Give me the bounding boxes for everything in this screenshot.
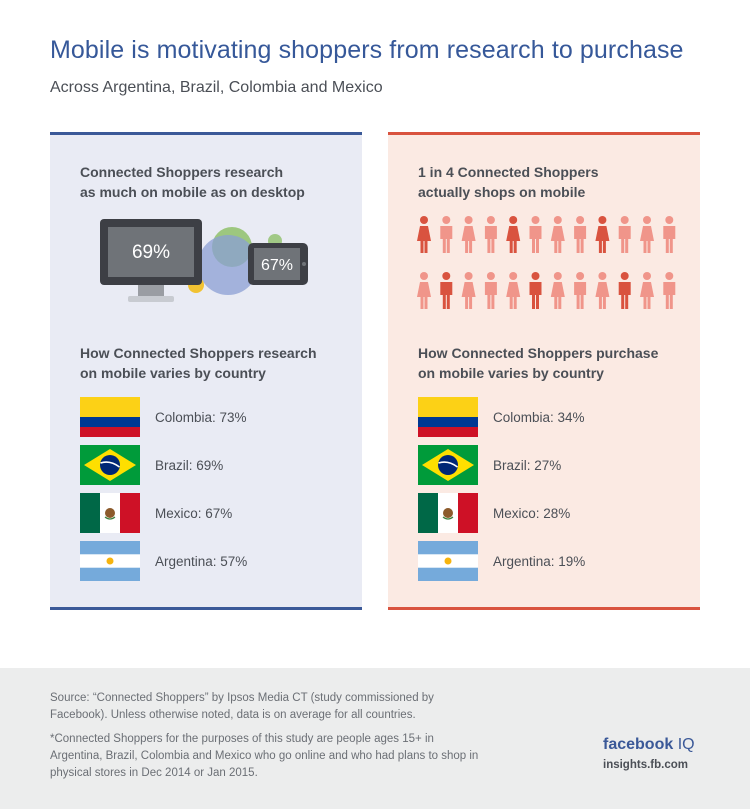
country-row-colombia: Colombia: 34% xyxy=(418,393,585,441)
mobile-phone-icon: 67% xyxy=(248,243,308,285)
person-female-icon xyxy=(595,216,610,253)
person-male-icon xyxy=(663,216,676,253)
person-female-icon xyxy=(461,216,476,253)
person-male-icon xyxy=(663,272,676,309)
country-label: Brazil: 69% xyxy=(155,457,224,473)
mexico-flag-icon xyxy=(80,493,140,533)
page-subtitle: Across Argentina, Brazil, Colombia and M… xyxy=(50,79,383,96)
person-male-icon xyxy=(484,216,497,253)
person-male-icon xyxy=(529,272,542,309)
person-female-icon xyxy=(550,272,565,309)
person-female-icon xyxy=(461,272,476,309)
person-female-icon xyxy=(506,272,521,309)
argentina-flag-icon xyxy=(418,541,478,581)
person-male-icon xyxy=(484,272,497,309)
person-female-icon xyxy=(640,216,654,253)
person-male-icon xyxy=(574,272,587,309)
person-male-icon xyxy=(440,272,453,309)
purchase-panel: 1 in 4 Connected Shoppers actually shops… xyxy=(388,132,700,610)
research-heading: Connected Shoppers research as much on m… xyxy=(80,164,305,200)
person-male-icon xyxy=(529,216,542,253)
mobile-stat: 67% xyxy=(261,257,293,274)
research-subheading: How Connected Shoppers research on mobil… xyxy=(80,345,317,381)
research-panel: Connected Shoppers research as much on m… xyxy=(50,132,362,610)
person-male-icon xyxy=(618,272,631,309)
country-row-brazil: Brazil: 27% xyxy=(418,441,585,489)
person-female-icon xyxy=(506,216,521,253)
purchase-subheading: How Connected Shoppers purchase on mobil… xyxy=(418,345,659,381)
purchase-heading: 1 in 4 Connected Shoppers actually shops… xyxy=(418,164,599,200)
argentina-flag-icon xyxy=(80,541,140,581)
person-female-icon xyxy=(417,216,431,253)
people-icon-grid xyxy=(417,216,676,309)
insights-url: insights.fb.com xyxy=(603,759,688,771)
country-label: Brazil: 27% xyxy=(493,457,562,473)
person-female-icon xyxy=(550,216,565,253)
country-row-argentina: Argentina: 57% xyxy=(80,537,247,585)
country-label: Argentina: 19% xyxy=(493,553,586,569)
country-row-brazil: Brazil: 69% xyxy=(80,441,247,489)
country-label: Mexico: 67% xyxy=(155,505,233,521)
purchase-country-list: Colombia: 34% Brazil: 27% Mexico: 28% xyxy=(418,393,585,585)
person-female-icon xyxy=(640,272,654,309)
person-male-icon xyxy=(574,216,587,253)
country-row-mexico: Mexico: 28% xyxy=(418,489,585,537)
page-title: Mobile is motivating shoppers from resea… xyxy=(50,36,684,64)
country-row-argentina: Argentina: 19% xyxy=(418,537,585,585)
source-note: Source: “Connected Shoppers” by Ipsos Me… xyxy=(50,692,434,721)
country-row-colombia: Colombia: 73% xyxy=(80,393,247,441)
country-row-mexico: Mexico: 67% xyxy=(80,489,247,537)
brazil-flag-icon xyxy=(418,445,478,485)
colombia-flag-icon xyxy=(418,397,478,437)
facebook-iq-logo: facebook IQ xyxy=(603,736,695,753)
research-country-list: Colombia: 73% Brazil: 69% Mexico: 67% xyxy=(80,393,247,585)
footer xyxy=(0,668,750,809)
person-female-icon xyxy=(595,272,610,309)
person-male-icon xyxy=(618,216,631,253)
brazil-flag-icon xyxy=(80,445,140,485)
country-label: Argentina: 57% xyxy=(155,553,248,569)
decor-circle-blue xyxy=(198,235,258,295)
country-label: Colombia: 73% xyxy=(155,409,247,425)
person-male-icon xyxy=(440,216,453,253)
person-female-icon xyxy=(417,272,431,309)
country-label: Colombia: 34% xyxy=(493,409,585,425)
colombia-flag-icon xyxy=(80,397,140,437)
devices-illustration: 69% 67% xyxy=(100,219,308,302)
definition-note: *Connected Shoppers for the purposes of … xyxy=(50,733,479,779)
country-label: Mexico: 28% xyxy=(493,505,571,521)
desktop-stat: 69% xyxy=(132,242,170,263)
mexico-flag-icon xyxy=(418,493,478,533)
desktop-monitor-icon: 69% xyxy=(100,219,202,302)
